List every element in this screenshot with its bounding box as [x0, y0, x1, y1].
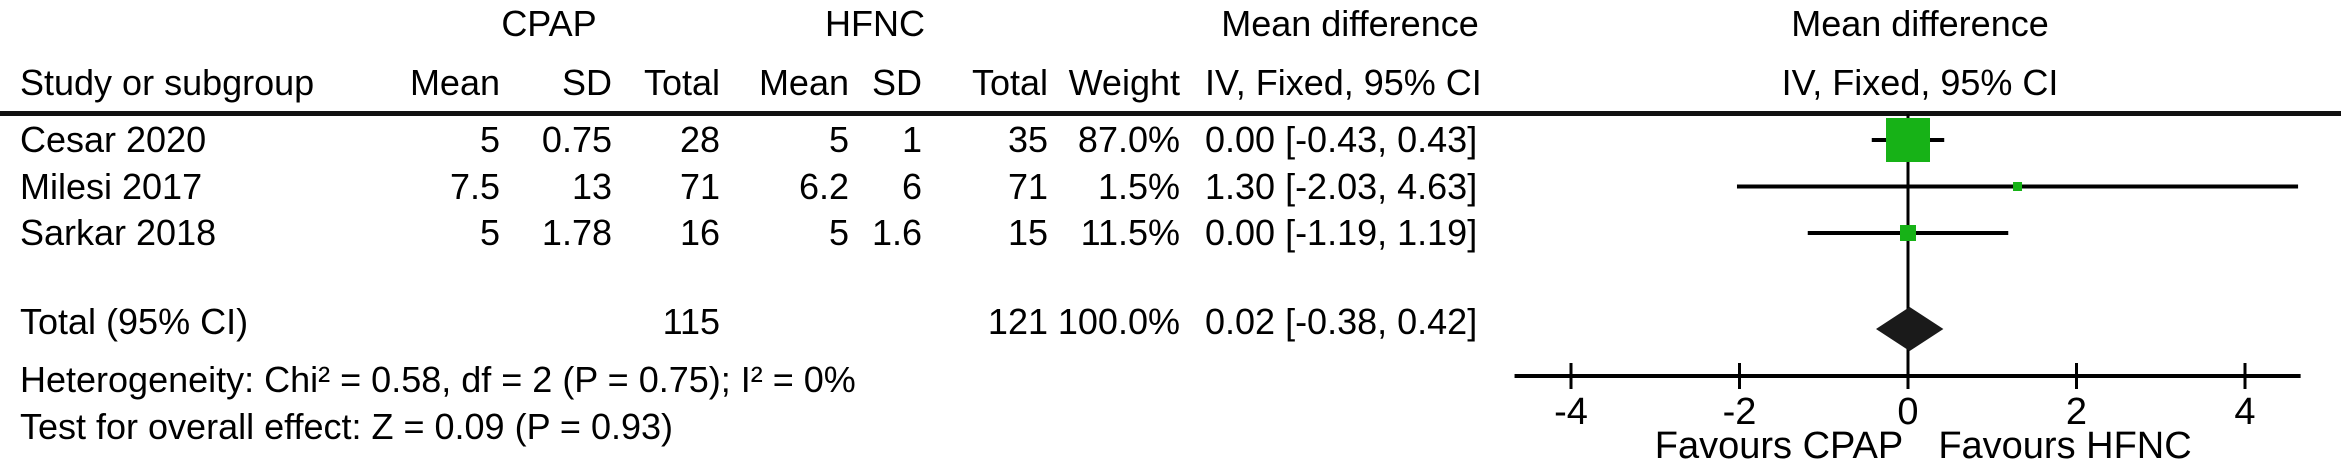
total-weight: 100.0% — [1057, 301, 1180, 342]
cpap-sd: 0.75 — [541, 119, 612, 160]
cpap-sd: 13 — [571, 166, 612, 207]
effect-square — [1886, 118, 1930, 162]
column-header-study: Study or subgroup — [20, 62, 315, 103]
effect-square — [2013, 182, 2023, 191]
cpap-mean: 5 — [479, 212, 500, 253]
hfnc-sd: 6 — [901, 166, 922, 207]
effect-column-title-right: Mean difference — [1791, 3, 2049, 44]
column-header-hfnc-sd: SD — [871, 62, 922, 103]
x-tick-label: -2 — [1723, 391, 1757, 433]
column-header-cpap-total: Total — [643, 62, 720, 103]
weight-value: 11.5% — [1080, 212, 1180, 253]
cpap-total-sum: 115 — [662, 301, 720, 342]
cpap-total: 71 — [679, 166, 720, 207]
column-header-hfnc-mean: Mean — [758, 62, 849, 103]
column-header-cpap-mean: Mean — [409, 62, 500, 103]
hfnc-total-sum: 121 — [987, 301, 1048, 342]
total-ci: 0.02 [-0.38, 0.42] — [1205, 301, 1478, 342]
column-header-hfnc-total: Total — [971, 62, 1048, 103]
table-row: Sarkar 2018 5 1.78 16 5 1.6 15 11.5% 0.0… — [0, 210, 1545, 256]
effect-square — [1900, 225, 1916, 241]
hfnc-total: 71 — [1007, 166, 1048, 207]
total-label: Total (95% CI) — [20, 301, 249, 342]
heterogeneity-note: Heterogeneity: Chi² = 0.58, df = 2 (P = … — [20, 359, 856, 400]
ci-value: 0.00 [-0.43, 0.43] — [1205, 119, 1478, 160]
hfnc-sd: 1 — [901, 119, 922, 160]
pooled-diamond — [1875, 307, 1944, 351]
effect-column-title-left: Mean difference — [1221, 3, 1479, 44]
weight-value: 1.5% — [1097, 166, 1180, 207]
x-tick-label: -4 — [1554, 391, 1588, 433]
table-row: Cesar 2020 5 0.75 28 5 1 35 87.0% 0.00 [… — [0, 117, 1545, 163]
x-tick-label: 2 — [2066, 391, 2087, 433]
hfnc-mean: 5 — [828, 212, 849, 253]
hfnc-total: 35 — [1007, 119, 1048, 160]
group-header-cpap: CPAP — [501, 3, 597, 44]
study-name: Sarkar 2018 — [20, 212, 217, 253]
cpap-mean: 7.5 — [449, 166, 500, 207]
favours-right-label: Favours HFNC — [1938, 425, 2191, 467]
study-name: Cesar 2020 — [20, 119, 207, 160]
cpap-sd: 1.78 — [541, 212, 612, 253]
ci-value: 1.30 [-2.03, 4.63] — [1205, 166, 1478, 207]
x-tick-label: 0 — [1897, 391, 1918, 433]
plot-header-ci: IV, Fixed, 95% CI — [1781, 62, 2059, 103]
header-separator-line — [0, 111, 2341, 116]
column-header-row: Study or subgroup Mean SD Total Mean SD … — [0, 58, 2341, 108]
cpap-total: 28 — [679, 119, 720, 160]
ci-value: 0.00 [-1.19, 1.19] — [1205, 212, 1478, 253]
x-tick-label: 4 — [2234, 391, 2255, 433]
favours-left-label: Favours CPAP — [1655, 425, 1903, 467]
total-row: Total (95% CI) 115 121 100.0% 0.02 [-0.3… — [0, 299, 1545, 345]
column-header-weight: Weight — [1068, 62, 1180, 103]
hfnc-total: 15 — [1007, 212, 1048, 253]
study-name: Milesi 2017 — [20, 166, 203, 207]
group-header-hfnc: HFNC — [825, 3, 925, 44]
table-row: Milesi 2017 7.5 13 71 6.2 6 71 1.5% 1.30… — [0, 164, 1545, 210]
hfnc-mean: 6.2 — [798, 166, 849, 207]
column-header-ci: IV, Fixed, 95% CI — [1205, 62, 1482, 103]
cpap-mean: 5 — [479, 119, 500, 160]
hfnc-sd: 1.6 — [871, 212, 922, 253]
overall-effect-note: Test for overall effect: Z = 0.09 (P = 0… — [20, 406, 674, 447]
column-header-cpap-sd: SD — [561, 62, 612, 103]
hfnc-mean: 5 — [828, 119, 849, 160]
cpap-total: 16 — [679, 212, 720, 253]
weight-value: 87.0% — [1077, 119, 1180, 160]
